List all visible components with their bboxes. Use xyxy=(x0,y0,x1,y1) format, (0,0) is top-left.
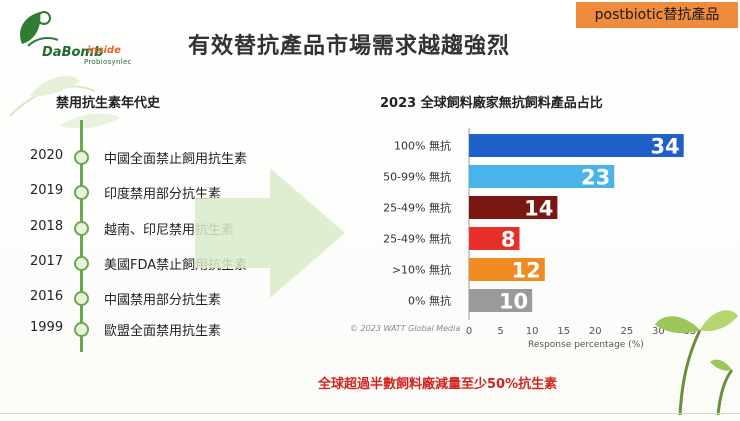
chart-x-tick-label: 20 xyxy=(589,326,602,336)
timeline-axis xyxy=(80,120,83,352)
logo-subtitle: Probiosynlec xyxy=(84,58,132,66)
timeline-dot-icon xyxy=(74,150,89,165)
timeline-dot-icon xyxy=(74,291,89,306)
timeline-heading: 禁用抗生素年代史 xyxy=(56,96,161,111)
chart-category-label: 50-99% 無抗 xyxy=(383,170,451,184)
chart-bar xyxy=(469,227,520,250)
logo-leaf-icon xyxy=(20,11,59,47)
timeline-event: 印度禁用部分抗生素 xyxy=(104,187,222,202)
chart-data-label: 14 xyxy=(524,197,553,221)
chart-x-tick-label: 10 xyxy=(526,326,539,336)
page-title: 有效替抗產品市場需求越趨強烈 xyxy=(188,34,511,59)
timeline-year: 2018 xyxy=(30,219,64,234)
chart-category-label: 25-49% 無抗 xyxy=(383,201,451,215)
timeline-year: 2017 xyxy=(30,254,64,269)
chart-bar xyxy=(469,134,684,157)
brand-logo: DaBomb inside Probiosynlec xyxy=(14,8,154,66)
chart-data-label: 8 xyxy=(501,228,516,252)
conclusion-text: 全球超過半數飼料廠減量至少50%抗生素 xyxy=(318,377,558,392)
timeline-dot-icon xyxy=(74,185,89,200)
product-tag: postbiotic替抗產品 xyxy=(576,2,738,28)
sprout-decoration-icon xyxy=(655,310,738,415)
chart-data-label: 10 xyxy=(499,290,528,314)
logo-inside: inside xyxy=(87,45,121,56)
chart-title: 2023 全球飼料廠家無抗飼料產品占比 xyxy=(380,96,603,111)
chart-x-tick-label: 30 xyxy=(652,326,665,336)
timeline-dot-icon xyxy=(74,256,89,271)
chart-x-tick-label: 25 xyxy=(620,326,633,336)
timeline-event: 中國全面禁止飼用抗生素 xyxy=(104,152,248,167)
chart-x-tick-label: 0 xyxy=(466,326,472,336)
chart-bar xyxy=(469,165,615,188)
chart-data-label: 23 xyxy=(581,166,610,190)
timeline-dot-icon xyxy=(74,221,89,236)
timeline-year: 1999 xyxy=(30,320,64,335)
chart-x-axis-label: Response percentage (%) xyxy=(528,340,644,350)
chart-category-label: 100% 無抗 xyxy=(394,139,451,153)
timeline-event: 歐盟全面禁用抗生素 xyxy=(104,324,222,339)
chart-bar xyxy=(469,196,558,219)
chart-data-label: 34 xyxy=(650,135,679,159)
timeline-year: 2016 xyxy=(30,289,64,304)
chart-source: © 2023 WATT Global Media xyxy=(350,324,461,333)
logo-wordmark: DaBomb xyxy=(42,45,104,60)
timeline-entry: 2019 印度禁用部分抗生素 xyxy=(0,180,300,204)
leaf-decoration-icon xyxy=(9,76,120,129)
chart-category-label: 25-49% 無抗 xyxy=(383,232,451,246)
chart-bar xyxy=(469,258,545,281)
chart-data-label: 12 xyxy=(512,259,541,283)
timeline-dot-icon xyxy=(74,322,89,337)
footer-divider xyxy=(0,413,740,414)
chart-category-label: 0% 無抗 xyxy=(408,294,451,308)
timeline-entry: 2020 中國全面禁止飼用抗生素 xyxy=(0,145,300,169)
timeline-entry: 1999 歐盟全面禁用抗生素 xyxy=(0,317,300,341)
timeline-entry: 2016 中國禁用部分抗生素 xyxy=(0,286,300,310)
chart-x-tick-label: 5 xyxy=(497,326,503,336)
chart-bar xyxy=(469,289,533,312)
timeline-year: 2019 xyxy=(30,183,64,198)
arrow-right-icon xyxy=(195,168,345,298)
timeline-event: 中國禁用部分抗生素 xyxy=(104,293,222,308)
chart-category-label: >10% 無抗 xyxy=(392,263,451,277)
chart-x-tick-label: 15 xyxy=(557,326,570,336)
timeline-year: 2020 xyxy=(30,148,64,163)
